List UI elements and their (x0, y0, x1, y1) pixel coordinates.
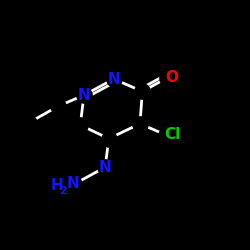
Text: H: H (51, 178, 64, 193)
Text: Cl: Cl (164, 128, 180, 142)
Text: 2: 2 (59, 186, 67, 196)
Text: N: N (66, 176, 79, 191)
Text: N: N (108, 72, 120, 86)
Text: N: N (78, 88, 90, 103)
Text: O: O (165, 70, 178, 85)
Text: N: N (99, 160, 112, 175)
